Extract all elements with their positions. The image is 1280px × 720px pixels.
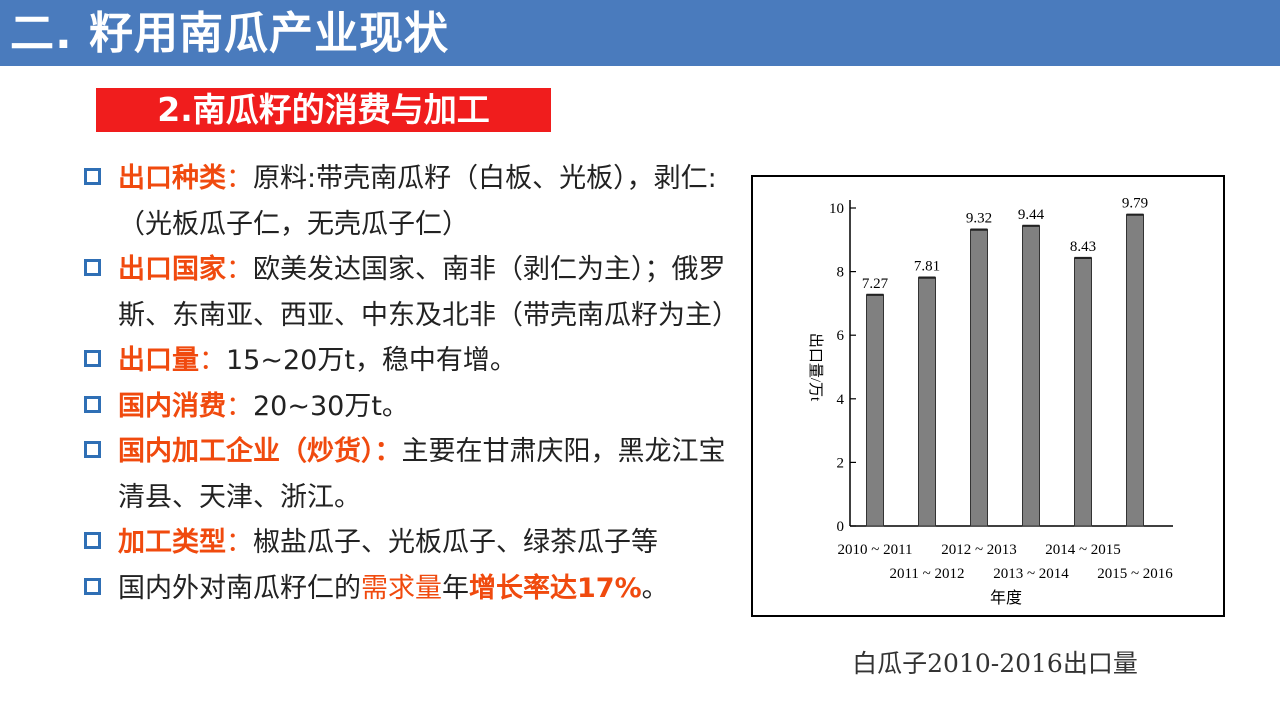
- bullet-text: 。: [641, 572, 669, 604]
- bar-value-label: 7.81: [914, 259, 940, 275]
- bullet-processing-companies: 国内加工企业（炒货）：主要在甘肃庆阳，黑龙江宝清县、天津、浙江。: [84, 429, 744, 520]
- bullet-text: 国内外对南瓜籽仁的: [118, 572, 361, 604]
- checkbox-bullet-icon: [84, 350, 101, 367]
- bullet-text: 主要在甘肃庆阳，黑龙江宝清县、天津、浙江。: [118, 436, 726, 513]
- bullet-text: 原料:带壳南瓜籽（白板、光板），剥仁:（光板瓜子仁，无壳瓜子仁）: [118, 163, 717, 240]
- bullet-text: 年: [442, 572, 469, 604]
- x-tick-label: 2012 ~ 2013: [941, 542, 1017, 558]
- bar-value-label: 9.79: [1122, 196, 1148, 212]
- bar-value-label: 9.44: [1018, 207, 1045, 223]
- y-tick-label: 2: [837, 455, 845, 471]
- checkbox-bullet-icon: [84, 441, 101, 458]
- bullet-growth-rate: 国内外对南瓜籽仁的需求量年增长率达17%。: [84, 566, 744, 612]
- bullet-text: 15~20万t，稳中有增。: [226, 345, 517, 376]
- bullet-export-types: 出口种类：原料:带壳南瓜籽（白板、光板），剥仁:（光板瓜子仁，无壳瓜子仁）: [84, 156, 744, 247]
- bar: [1022, 225, 1040, 527]
- bullet-text: 20~30万t。: [253, 390, 409, 422]
- bullet-processing-types: 加工类型：椒盐瓜子、光板瓜子、绿茶瓜子等: [84, 520, 744, 566]
- chart-axes: [849, 200, 1173, 527]
- bullet-highlight-growth: 增长率达17%: [469, 572, 642, 604]
- x-axis-label: 年度: [990, 589, 1022, 607]
- bar: [866, 294, 884, 527]
- bullet-key: 出口量: [118, 345, 199, 376]
- checkbox-bullet-icon: [84, 259, 101, 276]
- bullet-sep: ：: [226, 254, 253, 285]
- y-tick-label: 4: [837, 392, 845, 408]
- y-tick-label: 6: [837, 328, 845, 344]
- bar: [1074, 257, 1092, 527]
- title-bar: 二. 籽用南瓜产业现状: [0, 0, 1280, 66]
- bullet-sep: ：: [226, 390, 253, 422]
- section-subtitle: 2.南瓜籽的消费与加工: [157, 90, 490, 129]
- checkbox-bullet-icon: [84, 577, 101, 595]
- checkbox-bullet-icon: [84, 532, 101, 549]
- bullet-key: 国内加工企业（炒货）：: [118, 436, 402, 467]
- checkbox-bullet-icon: [84, 395, 101, 413]
- subtitle-banner: 2.南瓜籽的消费与加工: [96, 88, 551, 132]
- x-tick-label: 2014 ~ 2015: [1045, 542, 1121, 558]
- bar: [918, 277, 936, 527]
- bar-value-label: 8.43: [1070, 239, 1096, 255]
- bar: [970, 229, 988, 527]
- x-tick-label: 2015 ~ 2016: [1097, 566, 1173, 582]
- export-volume-bar-chart: 0 2 4 6 8 10 出口量/万t 7.27 2010 ~ 2011 7.81 2011 ~ 2…: [807, 196, 1173, 607]
- bullet-domestic-consumption: 国内消费：20~30万t。: [84, 384, 744, 430]
- y-axis-label: 出口量/万t: [807, 333, 824, 402]
- bullet-export-countries: 出口国家：欧美发达国家、南非（剥仁为主）；俄罗斯、东南亚、西亚、中东及北非（带壳…: [84, 247, 744, 338]
- y-tick-label: 8: [837, 265, 845, 281]
- bar: [1126, 214, 1144, 527]
- chart-labels: 0 2 4 6 8 10 出口量/万t 7.27 2010 ~ 2011 7.81 2011 ~ 2…: [807, 196, 1173, 607]
- y-tick-label: 10: [829, 201, 844, 217]
- bullet-highlight-demand: 需求量: [361, 572, 442, 604]
- bullet-export-volume: 出口量：15~20万t，稳中有增。: [84, 338, 744, 384]
- x-tick-label: 2013 ~ 2014: [993, 566, 1069, 582]
- bullet-sep: ：: [226, 527, 253, 558]
- bullet-sep: ：: [199, 345, 226, 376]
- page-title: 二. 籽用南瓜产业现状: [10, 8, 450, 59]
- bullet-key: 出口国家: [118, 254, 226, 285]
- bullet-key: 国内消费: [118, 390, 226, 422]
- bar-value-label: 7.27: [862, 276, 889, 292]
- bullet-key: 出口种类: [118, 163, 226, 194]
- bullet-text: 欧美发达国家、南非（剥仁为主）；俄罗斯、东南亚、西亚、中东及北非（带壳南瓜籽为主…: [118, 254, 739, 331]
- chart-bars: [866, 213, 1144, 527]
- bullet-key: 加工类型: [118, 527, 226, 558]
- bullet-list: 出口种类：原料:带壳南瓜籽（白板、光板），剥仁:（光板瓜子仁，无壳瓜子仁） 出口…: [84, 156, 744, 611]
- checkbox-bullet-icon: [84, 168, 101, 185]
- x-tick-label: 2010 ~ 2011: [837, 542, 912, 558]
- x-tick-label: 2011 ~ 2012: [889, 566, 964, 582]
- bar-value-label: 9.32: [966, 211, 992, 227]
- chart-caption: 白瓜子2010-2016出口量: [852, 649, 1138, 678]
- y-tick-label: 0: [837, 519, 845, 535]
- bullet-sep: ：: [226, 163, 253, 194]
- chart-frame: 0 2 4 6 8 10 出口量/万t 7.27 2010 ~ 2011 7.81 2011 ~ 2…: [751, 175, 1225, 617]
- bullet-text: 椒盐瓜子、光板瓜子、绿茶瓜子等: [253, 527, 658, 558]
